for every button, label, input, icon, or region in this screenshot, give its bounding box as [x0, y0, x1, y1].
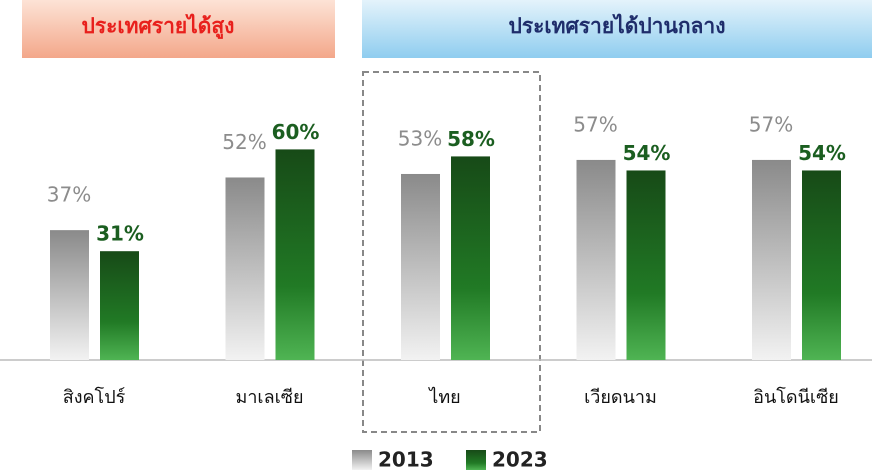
value-label: 37%	[47, 183, 91, 207]
value-label: 57%	[573, 112, 617, 136]
value-label: 52%	[222, 130, 266, 154]
bar	[50, 230, 89, 360]
value-label: 58%	[447, 127, 495, 151]
value-label: 31%	[96, 222, 144, 246]
value-label: 57%	[749, 112, 793, 136]
bar	[225, 177, 265, 360]
x-tick-label: เวียดนาม	[584, 387, 657, 408]
bar	[451, 156, 490, 360]
x-tick-label: มาเลเซีย	[235, 387, 303, 408]
header-banner	[22, 0, 335, 58]
header-banner	[362, 0, 872, 58]
legend-label: 2013	[378, 448, 434, 472]
bar	[401, 173, 440, 360]
bar	[752, 159, 791, 360]
x-tick-label: ไทย	[427, 386, 460, 408]
x-tick-label: สิงคโปร์	[63, 386, 126, 408]
value-label: 53%	[398, 126, 442, 150]
legend-swatch	[352, 450, 372, 470]
bar	[626, 170, 666, 360]
group-title: ประเทศรายได้ปานกลาง	[509, 13, 726, 38]
bar	[100, 251, 139, 360]
legend-swatch	[466, 450, 486, 470]
highlight-box	[362, 71, 541, 433]
value-label: 54%	[798, 141, 846, 165]
legend-label: 2023	[492, 448, 548, 472]
x-tick-label: อินโดนีเซีย	[753, 386, 839, 408]
bar	[576, 159, 616, 360]
group-title: ประเทศรายได้สูง	[82, 13, 235, 40]
bar	[275, 149, 315, 360]
bar	[802, 170, 841, 360]
value-label: 60%	[272, 120, 320, 144]
value-label: 54%	[623, 141, 671, 165]
